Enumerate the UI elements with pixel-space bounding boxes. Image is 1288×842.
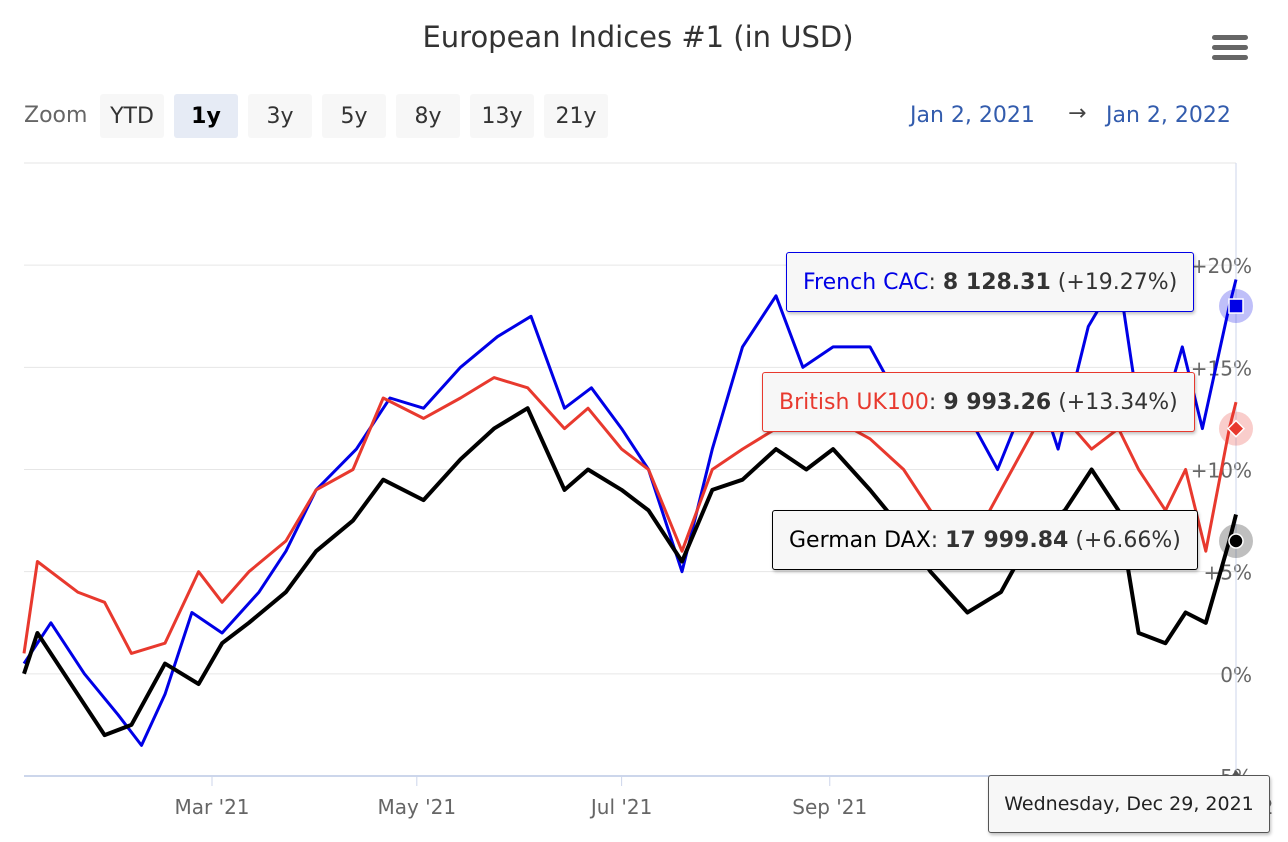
chart-title: European Indices #1 (in USD): [422, 20, 854, 54]
tooltip-german-dax-value: 17 999.84: [945, 527, 1069, 553]
tooltip-french-cac-name: French CAC: [803, 269, 929, 295]
zoom-13y-button[interactable]: 13y: [470, 94, 534, 138]
zoom-8y-button[interactable]: 8y: [396, 94, 460, 138]
series-lines: [22, 273, 1238, 747]
tooltip-french-cac: French CAC: 8 128.31 (+19.27%): [786, 252, 1195, 312]
tooltip-german-dax-change: (+6.66%): [1075, 527, 1181, 553]
tooltip-british-uk100-name: British UK100: [779, 389, 929, 415]
series-line-french-cac: [22, 273, 1238, 747]
y-tick-label: +5%: [1204, 561, 1253, 585]
tooltip-french-cac-change: (+19.27%): [1057, 269, 1178, 295]
zoom-21y-button[interactable]: 21y: [544, 94, 608, 138]
series-line-german-dax: [22, 406, 1238, 738]
marker-diamond: [1226, 419, 1246, 438]
series-markers: [1219, 289, 1253, 778]
y-tick-label: +15%: [1191, 356, 1252, 380]
marker-circle: [1228, 533, 1244, 549]
series-line-british-uk100: [22, 376, 1238, 655]
range-to-input[interactable]: Jan 2, 2022: [1106, 103, 1231, 128]
zoom-ytd-button[interactable]: YTD: [100, 94, 164, 138]
tooltip-british-uk100-change: (+13.34%): [1058, 389, 1178, 415]
range-arrow: →: [1068, 101, 1087, 126]
x-tick-label: May '21: [377, 795, 456, 819]
menu-icon[interactable]: [1212, 35, 1248, 63]
zoom-3y-button[interactable]: 3y: [248, 94, 312, 138]
y-tick-label: +20%: [1191, 254, 1252, 278]
zoom-5y-button[interactable]: 5y: [322, 94, 386, 138]
x-tick-label: Jul '21: [589, 795, 652, 819]
zoom-label: Zoom: [24, 103, 88, 128]
tooltip-french-cac-value: 8 128.31: [942, 269, 1051, 295]
x-tick-label: Sep '21: [792, 795, 867, 819]
zoom-1y-button[interactable]: 1y: [174, 94, 238, 138]
tooltip-german-dax: German DAX: 17 999.84 (+6.66%): [772, 510, 1198, 570]
tooltip-british-uk100: British UK100: 9 993.26 (+13.34%): [762, 372, 1195, 432]
x-tick-label: Mar '21: [174, 795, 249, 819]
marker-square: [1228, 298, 1244, 314]
date-tooltip: Wednesday, Dec 29, 2021: [988, 775, 1270, 833]
tooltip-british-uk100-value: 9 993.26: [943, 389, 1052, 415]
tooltip-german-dax-name: German DAX: [789, 527, 931, 553]
range-from-input[interactable]: Jan 2, 2021: [910, 103, 1035, 128]
